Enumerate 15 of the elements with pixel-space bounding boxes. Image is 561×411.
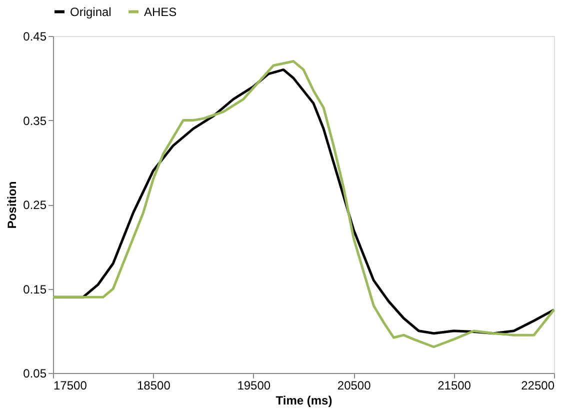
x-tick-label: 20500: [337, 378, 372, 392]
x-tick-label: 17500: [54, 378, 88, 392]
x-tick-label: 22500: [521, 378, 555, 392]
legend-label: AHES: [144, 4, 177, 19]
y-tick-label: 0.35: [23, 114, 47, 128]
x-tick-label: 19500: [237, 378, 271, 392]
y-tick-label: 0.15: [23, 282, 47, 296]
y-axis-title: Position: [5, 181, 20, 229]
x-axis-title: Time (ms): [276, 394, 332, 408]
legend-label: Original: [70, 4, 112, 19]
y-tick-label: 0.05: [23, 366, 47, 380]
x-tick-label: 18500: [137, 378, 171, 392]
y-tick-label: 0.45: [23, 30, 47, 44]
x-tick-label: 21500: [438, 378, 472, 392]
y-tick-label: 0.25: [23, 198, 47, 212]
